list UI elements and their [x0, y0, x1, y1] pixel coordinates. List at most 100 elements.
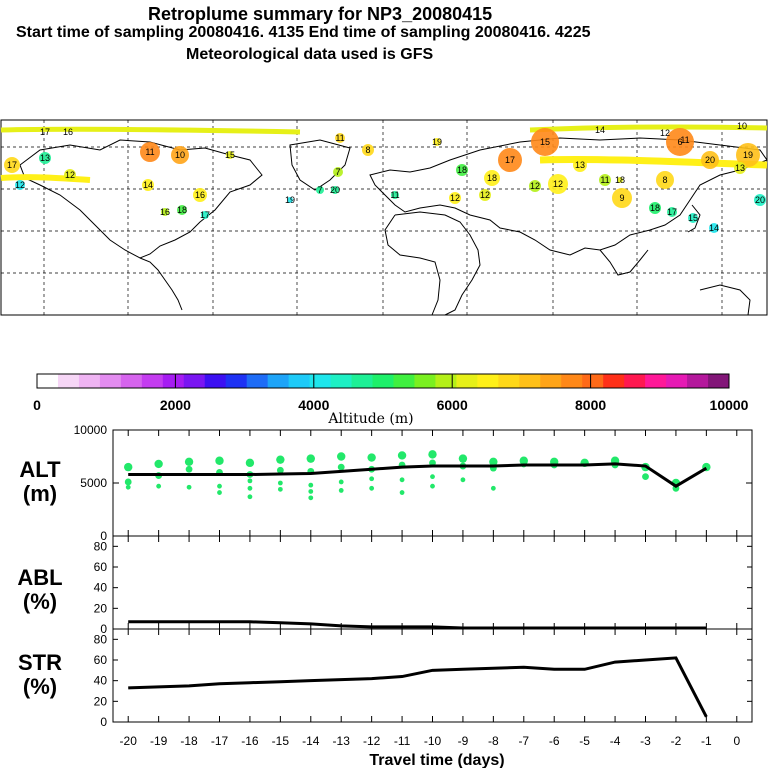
alt-tick-label: 0	[100, 529, 107, 543]
alt-point	[399, 490, 405, 495]
alt-median-line	[128, 462, 708, 488]
abl-tick-label: 20	[94, 601, 108, 615]
alt-point	[184, 457, 194, 466]
colorbar-swatch	[456, 374, 478, 388]
colorbar-swatch	[603, 374, 625, 388]
map-frame	[0, 119, 768, 316]
map-day-label: 9	[619, 193, 624, 203]
colorbar-tick-label: 8000	[575, 397, 606, 413]
alt-point	[399, 477, 405, 483]
abl-ylabel-1: ABL	[17, 565, 62, 590]
colorbar-swatch	[477, 374, 499, 388]
plume-band	[539, 155, 768, 169]
colorbar-swatch	[666, 374, 688, 388]
map-day-label: 7	[317, 185, 322, 195]
abl-ylabel-2: (%)	[23, 589, 57, 614]
alt-point	[247, 478, 253, 484]
colorbar-tick-label: 6000	[437, 397, 468, 413]
plume-marker	[316, 186, 324, 194]
map-day-label: 11	[680, 135, 689, 145]
map-day-label: 11	[145, 147, 154, 157]
map-day-label: 20	[755, 195, 765, 205]
alt-point	[308, 489, 314, 494]
x-tick-label: -14	[302, 734, 320, 748]
alt-point	[397, 451, 407, 460]
map-day-label: 17	[7, 160, 17, 170]
x-tick-label: -6	[549, 734, 560, 748]
abl-tick-label: 40	[94, 581, 108, 595]
str-tick-label: 80	[94, 632, 108, 646]
map-day-label: 14	[143, 180, 153, 190]
alt-point	[185, 465, 193, 473]
alt-point	[308, 495, 314, 501]
str-yticks: 0 20 40 60 80	[94, 632, 752, 729]
alt-point	[245, 458, 255, 468]
colorbar-swatch	[141, 374, 164, 388]
plume-marker	[709, 223, 719, 233]
map-day-label: 18	[487, 173, 497, 183]
colorbar-swatch	[582, 374, 604, 388]
map-day-label: 19	[743, 150, 753, 160]
alt-point	[369, 485, 375, 491]
map-day-label: 17	[505, 155, 515, 165]
sampling-times: Start time of sampling 20080416. 4135 En…	[16, 24, 591, 41]
plume-marker	[193, 188, 207, 202]
x-tick-label: -19	[150, 734, 168, 748]
colorbar-swatch	[99, 374, 122, 388]
plume-marker	[688, 213, 698, 223]
plume-marker	[335, 133, 345, 143]
colorbar-swatch	[498, 374, 520, 388]
map-day-label: 11	[335, 133, 344, 143]
colorbar-swatch	[687, 374, 709, 388]
plume-marker	[39, 152, 51, 164]
plume-marker	[599, 174, 611, 186]
plume-marker	[734, 162, 746, 174]
alt-point	[430, 483, 435, 489]
alt-point	[276, 466, 284, 474]
plume-marker	[736, 143, 760, 167]
colorbar-tick-label: 4000	[298, 397, 329, 413]
x-tick-label: -18	[180, 734, 198, 748]
alt-point	[215, 456, 224, 465]
x-tick-label: -8	[488, 734, 499, 748]
map-labels: 17 13 12 12 11 10 14 16 18 17 16 15 11 8 7 7 20 19 18 18 17 1…	[7, 121, 765, 233]
alt-tick-label: 10000	[74, 423, 108, 437]
colorbar-tick-label: 10000	[710, 397, 749, 413]
colorbar-swatch	[225, 374, 248, 388]
x-tick-label: -12	[363, 734, 381, 748]
map-day-label: 12	[553, 179, 563, 189]
x-tick-label: -16	[241, 734, 259, 748]
plume-marker	[529, 180, 541, 192]
alt-point	[367, 453, 376, 462]
colorbar-swatch	[351, 374, 374, 388]
map-day-label: 18	[650, 203, 660, 213]
map-day-label: 8	[662, 175, 667, 185]
x-tick-label: -4	[610, 734, 621, 748]
plume-marker	[573, 158, 587, 172]
plume-marker	[177, 205, 187, 215]
alt-ylabel-2: (m)	[23, 481, 57, 506]
alt-point	[247, 485, 253, 491]
plume-marker	[201, 211, 209, 219]
map-day-label: 13	[40, 153, 50, 163]
map-day-label: 14	[595, 125, 605, 135]
str-ylabel-1: STR	[18, 650, 62, 675]
x-tick-label: -17	[211, 734, 229, 748]
str-tick-label: 0	[100, 715, 107, 729]
map-day-label: 10	[737, 121, 747, 131]
map-coastlines	[19, 137, 768, 316]
plume-marker	[142, 179, 154, 191]
colorbar-swatch	[708, 374, 730, 388]
colorbar-swatch	[414, 374, 436, 388]
alt-point	[428, 450, 437, 459]
abl-tick-label: 0	[100, 622, 107, 636]
colorbar-swatch	[561, 374, 583, 388]
x-tick-label: -20	[120, 734, 138, 748]
map-day-label: 12	[660, 128, 670, 138]
colorbar-swatch	[330, 374, 353, 388]
map-day-label: 15	[225, 150, 235, 160]
alt-point	[247, 494, 253, 500]
map-day-label: 7	[335, 167, 340, 177]
